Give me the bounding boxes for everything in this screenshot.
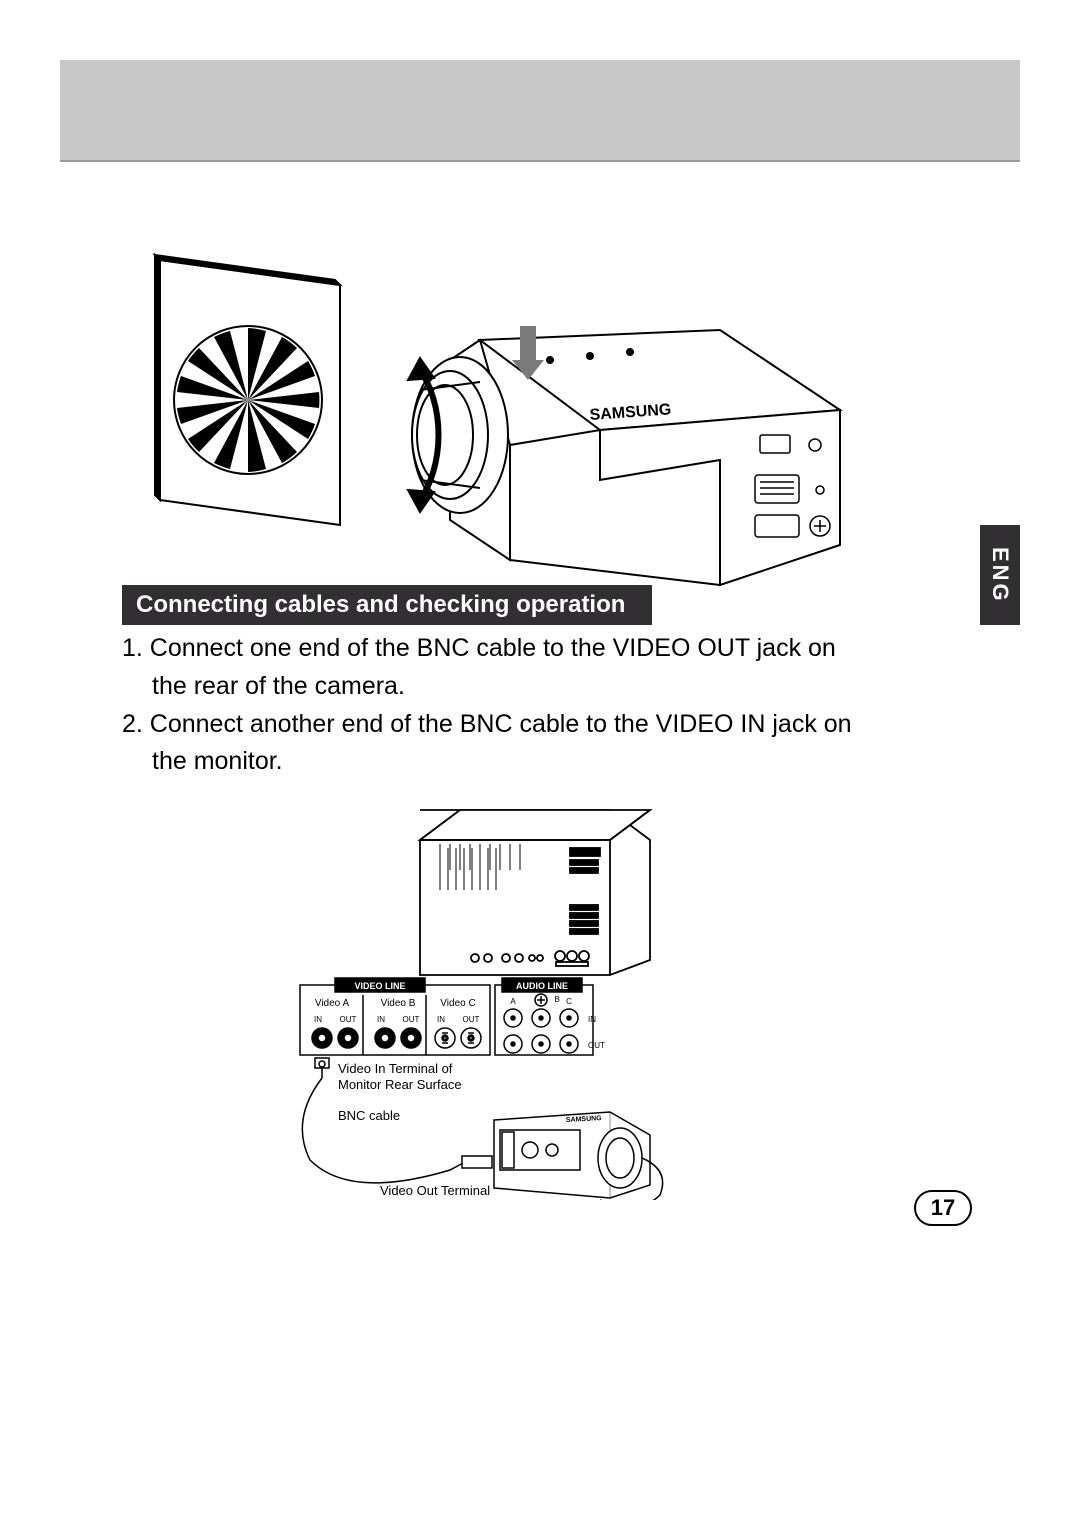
audio-out: OUT (588, 1041, 605, 1050)
header-divider (60, 160, 1020, 162)
language-tab-label: ENG (987, 547, 1013, 604)
instructions-text: 1. Connect one end of the BNC cable to t… (122, 632, 882, 783)
audio-line-label: AUDIO LINE (516, 981, 568, 991)
video-a-label: Video A (315, 998, 350, 1009)
language-tab: ENG (980, 525, 1020, 625)
io-out-c: OUT (463, 1015, 480, 1024)
io-out-a: OUT (340, 1015, 357, 1024)
monitor-icon (420, 810, 650, 975)
io-out-b: OUT (403, 1015, 420, 1024)
page: ENG (0, 0, 1080, 1538)
step-2-line-2: the monitor. (122, 745, 882, 779)
section-title-text: Connecting cables and checking operation (136, 591, 625, 618)
video-b-label: Video B (381, 998, 416, 1009)
step-1-line-2: the rear of the camera. (122, 670, 882, 704)
step-2-line-1: 2. Connect another end of the BNC cable … (122, 708, 882, 742)
io-in-a: IN (314, 1015, 322, 1024)
camera-icon (408, 326, 840, 585)
page-number: 17 (914, 1190, 972, 1226)
audio-in: IN (588, 1015, 596, 1024)
io-in-b: IN (377, 1015, 385, 1024)
audio-c: C (566, 997, 572, 1006)
illustration-top: SAMSUNG (120, 230, 920, 590)
section-title: Connecting cables and checking operation (122, 585, 652, 625)
step-1-line-1: 1. Connect one end of the BNC cable to t… (122, 632, 882, 666)
camera-small-icon (494, 1112, 663, 1200)
caption-video-in: Video In Terminal of (338, 1061, 453, 1076)
page-number-value: 17 (931, 1195, 955, 1221)
video-c-label: Video C (440, 998, 475, 1009)
video-line-label: VIDEO LINE (354, 981, 405, 991)
header-band (60, 60, 1020, 160)
caption-monitor-rear: Monitor Rear Surface (338, 1077, 462, 1092)
audio-a: A (510, 997, 516, 1006)
audio-b: B (554, 995, 559, 1004)
io-in-c: IN (437, 1015, 445, 1024)
illustration-bottom: VIDEO LINE Video A Video B Video C IN OU… (270, 800, 810, 1200)
caption-video-out: Video Out Terminal (380, 1183, 490, 1198)
caption-bnc: BNC cable (338, 1108, 400, 1123)
